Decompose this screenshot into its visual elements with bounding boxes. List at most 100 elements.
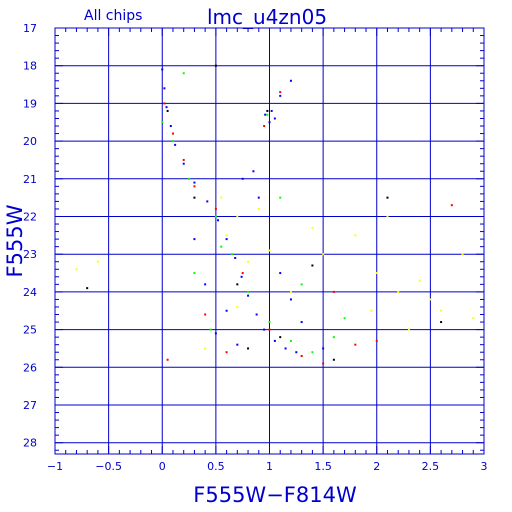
data-point-black	[214, 64, 217, 67]
data-point-red	[214, 207, 217, 210]
y-tick-label: 21	[23, 173, 37, 186]
data-point-black	[236, 283, 239, 286]
data-point-red	[300, 354, 303, 357]
data-point-blue	[241, 177, 244, 180]
data-point-black	[311, 264, 314, 267]
data-point-blue	[240, 275, 243, 278]
data-point-blue	[161, 68, 164, 71]
data-point-red	[171, 132, 174, 135]
data-point-blue	[182, 162, 185, 165]
scatter-points	[75, 64, 475, 365]
x-tick-label: 0.5	[207, 460, 225, 473]
data-point-yellow	[354, 234, 357, 237]
y-tick-label: 18	[23, 60, 37, 73]
y-tick-label: 19	[23, 97, 37, 110]
data-point-blue	[174, 143, 177, 146]
data-point-yellow	[370, 309, 373, 312]
data-point-red	[193, 185, 196, 188]
data-point-blue	[300, 321, 303, 324]
data-point-green	[220, 245, 223, 248]
x-tick-label: 1.5	[314, 460, 332, 473]
data-point-green	[230, 253, 233, 256]
data-point-blue	[264, 113, 267, 116]
data-point-blue	[214, 332, 217, 335]
data-point-blue	[289, 79, 292, 82]
data-point-blue	[206, 200, 209, 203]
data-point-blue	[252, 170, 255, 173]
data-point-yellow	[375, 272, 378, 275]
data-point-red	[279, 91, 282, 94]
data-point-green	[343, 317, 346, 320]
data-point-blue	[169, 125, 172, 128]
data-point-blue	[322, 347, 325, 350]
data-point-black	[386, 196, 389, 199]
y-tick-labels: 17 18 19 20 21 22 23 24 25 26 27 28	[23, 22, 37, 450]
data-point-green	[182, 72, 185, 75]
data-point-red	[263, 125, 266, 128]
data-point-red	[204, 313, 207, 316]
data-point-green	[279, 196, 282, 199]
data-point-green	[214, 215, 217, 218]
x-tick-label: 2.5	[422, 460, 440, 473]
data-point-blue	[225, 309, 228, 312]
data-point-blue	[193, 181, 196, 184]
data-point-red	[225, 351, 228, 354]
y-tick-label: 28	[23, 437, 37, 450]
data-point-green	[193, 272, 196, 275]
data-point-green	[332, 336, 335, 339]
data-point-green	[311, 351, 314, 354]
data-point-yellow	[407, 328, 410, 331]
data-point-blue	[163, 87, 166, 90]
y-tick-label: 22	[23, 210, 37, 223]
data-point-yellow	[472, 317, 475, 320]
data-point-yellow	[461, 253, 464, 256]
data-point-red	[450, 204, 453, 207]
data-point-yellow	[397, 290, 400, 293]
data-point-blue	[279, 272, 282, 275]
data-point-green	[247, 290, 250, 293]
data-point-yellow	[96, 260, 99, 263]
y-tick-label: 17	[23, 22, 37, 35]
data-point-red	[182, 158, 185, 161]
data-point-black	[440, 321, 443, 324]
grid	[55, 27, 484, 454]
data-point-yellow	[247, 260, 250, 263]
x-tick-label: −0.5	[95, 460, 122, 473]
data-point-black	[279, 336, 282, 339]
data-point-blue	[279, 94, 282, 97]
x-tick-label: 1	[266, 460, 273, 473]
data-point-yellow	[257, 207, 260, 210]
data-point-blue	[193, 238, 196, 241]
data-point-yellow	[236, 215, 239, 218]
data-point-blue	[217, 219, 220, 222]
data-point-blue	[268, 121, 271, 124]
data-point-red	[354, 343, 357, 346]
data-point-blue	[273, 339, 276, 342]
x-tick-label: 0	[159, 460, 166, 473]
data-point-blue	[289, 298, 292, 301]
x-tick-label: 3	[481, 460, 488, 473]
data-point-green	[268, 321, 271, 324]
data-point-yellow	[236, 305, 239, 308]
data-point-yellow	[440, 309, 443, 312]
subtitle-all-chips: All chips	[84, 8, 142, 24]
data-point-black	[266, 109, 269, 112]
data-point-green	[266, 113, 269, 116]
data-point-yellow	[289, 290, 292, 293]
data-point-green	[289, 339, 292, 342]
data-point-black	[86, 287, 89, 290]
data-point-blue	[247, 294, 250, 297]
y-tick-label: 23	[23, 248, 37, 261]
data-point-blue	[255, 313, 258, 316]
data-point-blue	[257, 196, 260, 199]
data-point-green	[300, 283, 303, 286]
data-point-yellow	[311, 226, 314, 229]
y-tick-label: 25	[23, 324, 37, 337]
data-point-yellow	[429, 298, 432, 301]
data-point-yellow	[75, 268, 78, 271]
data-point-yellow	[220, 196, 223, 199]
data-point-blue	[273, 117, 276, 120]
data-point-red	[268, 328, 271, 331]
data-point-green	[161, 121, 164, 124]
